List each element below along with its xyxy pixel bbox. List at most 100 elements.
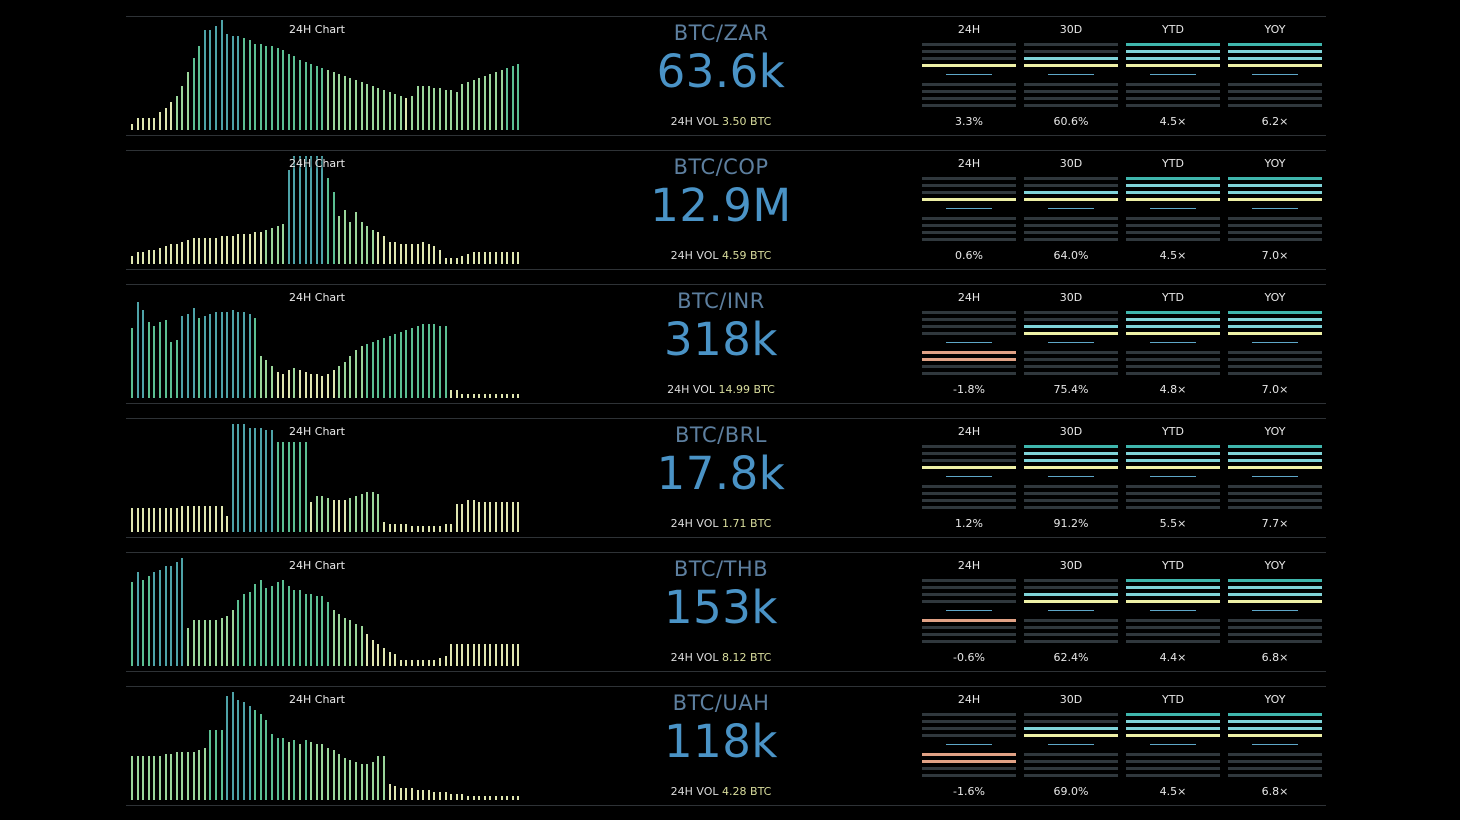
metric-value: -1.8% <box>953 383 985 396</box>
chart-bar <box>366 492 369 532</box>
gauge-centerline <box>1150 74 1196 75</box>
chart-bar <box>187 752 189 800</box>
metric-value: -0.6% <box>953 651 985 664</box>
metric-gauge <box>1024 577 1118 647</box>
ticker-row-btc-thb[interactable]: 24H Chart BTC/THB 153k 24H VOL 8.12 BTC 24H -… <box>126 552 1326 672</box>
chart-bar <box>259 44 262 130</box>
chart-bar <box>243 424 245 532</box>
chart-bar <box>433 246 436 264</box>
chart-24h: 24H Chart <box>126 419 526 537</box>
chart-bar <box>511 394 514 398</box>
metric-gauge <box>1126 711 1220 781</box>
gauge-line <box>1126 372 1220 375</box>
metric-label: 24H <box>957 23 981 36</box>
chart-bar <box>338 754 341 800</box>
chart-bar <box>332 610 335 666</box>
chart-bar <box>478 644 481 666</box>
ticker-row-btc-brl[interactable]: 24H Chart BTC/BRL 17.8k 24H VOL 1.71 BTC 24H… <box>126 418 1326 538</box>
gauge-line <box>1126 365 1220 368</box>
gauge-line <box>1228 50 1322 53</box>
gauge-line <box>1228 760 1322 763</box>
chart-bar <box>461 794 464 800</box>
gauge-line <box>1126 459 1220 462</box>
gauge-line <box>1024 325 1118 328</box>
chart-bar <box>383 648 385 666</box>
chart-bar <box>405 98 408 130</box>
gauge-line <box>1126 64 1220 67</box>
ticker-row-btc-inr[interactable]: 24H Chart BTC/INR 318k 24H VOL 14.99 BTC 24H… <box>126 284 1326 404</box>
gauge-line <box>1024 50 1118 53</box>
chart-bar <box>315 596 318 666</box>
gauge-line <box>1126 311 1220 314</box>
chart-bar <box>461 256 464 264</box>
chart-bar <box>483 394 486 398</box>
chart-bar <box>282 442 285 532</box>
chart-bar <box>360 346 363 398</box>
chart-bar <box>136 572 139 666</box>
chart-bar <box>209 620 212 666</box>
gauge-line <box>1024 640 1118 643</box>
gauge-line <box>1228 499 1322 502</box>
gauge-line <box>922 217 1016 220</box>
chart-bar <box>366 764 369 800</box>
gauge-line <box>922 224 1016 227</box>
metric-ytd: YTD 4.4× <box>1126 553 1220 671</box>
gauge-line <box>1024 727 1118 730</box>
chart-bar <box>377 232 380 264</box>
gauge-line <box>1024 593 1118 596</box>
chart-bar <box>198 318 201 398</box>
chart-bar <box>511 644 514 666</box>
chart-bar <box>371 640 374 666</box>
chart-bar <box>215 238 217 264</box>
chart-bar <box>439 526 441 532</box>
chart-bar <box>159 756 161 800</box>
chart-bar <box>299 590 301 666</box>
metric-gauge <box>922 711 1016 781</box>
chart-bar <box>164 566 167 666</box>
chart-bar <box>142 310 145 398</box>
metric-value: 7.0× <box>1261 383 1289 396</box>
chart-bar <box>511 502 514 532</box>
chart-bar <box>343 758 346 800</box>
chart-bar <box>203 620 206 666</box>
chart-bar <box>517 502 520 532</box>
chart-bar <box>472 644 475 666</box>
chart-bar <box>231 692 234 800</box>
gauge-line <box>922 57 1016 60</box>
ticker-row-btc-uah[interactable]: 24H Chart BTC/UAH 118k 24H VOL 4.28 BTC 24H -… <box>126 686 1326 806</box>
chart-bar <box>159 570 161 666</box>
ticker-row-btc-cop[interactable]: 24H Chart BTC/COP 12.9M 24H VOL 4.59 BTC 24H… <box>126 150 1326 270</box>
metric-value: 7.7× <box>1261 517 1289 530</box>
chart-bar <box>355 496 357 532</box>
chart-bar <box>142 508 145 532</box>
chart-bar <box>276 442 279 532</box>
chart-bar <box>175 508 178 532</box>
gauge-line <box>922 466 1016 469</box>
metric-ytd: YTD 4.5× <box>1126 687 1220 805</box>
gauge-line <box>1126 720 1220 723</box>
chart-bar <box>164 508 167 532</box>
chart-bar <box>366 226 369 264</box>
gauge-line <box>1024 332 1118 335</box>
gauge-line <box>1126 43 1220 46</box>
chart-bar <box>360 82 363 130</box>
ticker-row-btc-zar[interactable]: 24H Chart BTC/ZAR 63.6k 24H VOL 3.50 BTC 24H… <box>126 16 1326 136</box>
metric-label: 24H <box>957 157 981 170</box>
chart-bar <box>444 90 447 130</box>
chart-bar <box>248 40 251 130</box>
chart-bar <box>411 660 413 666</box>
gauge-line <box>922 734 1016 737</box>
gauge-line <box>1024 177 1118 180</box>
chart-bar <box>131 328 133 398</box>
gauge-line <box>922 90 1016 93</box>
metric-30d: 30D 62.4% <box>1024 553 1118 671</box>
chart-bars <box>131 285 526 398</box>
chart-bar <box>164 108 167 130</box>
gauge-line <box>1228 177 1322 180</box>
chart-bar <box>433 88 436 130</box>
chart-bar <box>209 730 212 800</box>
chart-bar <box>175 752 178 800</box>
gauge-line <box>1126 633 1220 636</box>
metric-gauge <box>1024 41 1118 111</box>
chart-bar <box>192 58 195 130</box>
